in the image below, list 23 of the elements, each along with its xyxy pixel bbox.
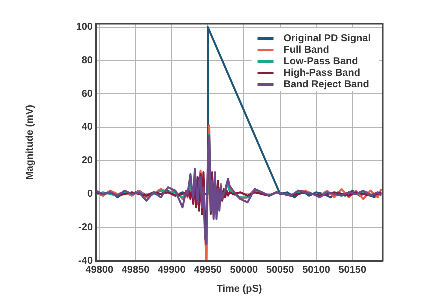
x-tick-label: 50150 <box>338 264 367 276</box>
y-tick-label: 0 <box>87 188 94 200</box>
y-tick-label: -40 <box>78 256 94 267</box>
y-tick-label: 40 <box>82 122 94 134</box>
x-tick-label: 49800 <box>86 264 114 276</box>
y-tick-label: -20 <box>78 222 94 234</box>
x-tick-label: 50100 <box>302 264 331 276</box>
y-tick-label: 80 <box>82 55 94 66</box>
legend-label: High-Pass Band <box>284 68 360 79</box>
legend-label: Full Band <box>284 45 330 56</box>
x-tick-label: 49950 <box>194 264 222 276</box>
legend-label: Original PD Signal <box>284 34 372 44</box>
legend-label: Band Reject Band <box>284 80 370 90</box>
x-tick-label: 49850 <box>122 264 150 276</box>
y-tick-label: 20 <box>82 156 94 167</box>
y-axis-title: Magnitude (mV) <box>24 105 36 180</box>
x-axis-title: Time (pS) <box>216 284 262 295</box>
x-tick-label: 50000 <box>230 264 259 276</box>
x-tick-label: 49900 <box>158 264 186 276</box>
y-tick-label: 100 <box>76 22 94 34</box>
legend-label: Low-Pass Band <box>284 56 358 68</box>
y-tick-label: 60 <box>82 88 94 100</box>
x-tick-label: 50050 <box>266 264 295 276</box>
